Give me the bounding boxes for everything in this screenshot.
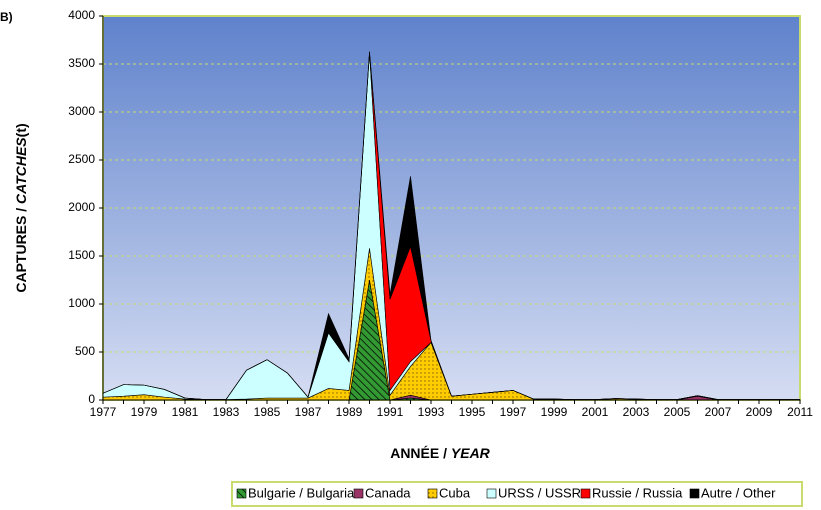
legend — [231, 481, 803, 507]
y-tick-label: 2000 — [68, 200, 95, 214]
y-title-part: CAPTURES / — [13, 204, 29, 293]
y-title-part: CATCHES — [13, 137, 29, 204]
legend-label: Russie / Russia — [592, 485, 683, 500]
x-tick-label: 2005 — [664, 405, 691, 419]
legend-label: Canada — [365, 485, 411, 500]
x-tick-label: 1991 — [377, 405, 404, 419]
y-tick-label: 3500 — [68, 56, 95, 70]
x-tick-label: 2007 — [705, 405, 732, 419]
legend-swatch — [689, 488, 700, 499]
x-axis-title: ANNÉE / YEAR — [390, 445, 490, 461]
x-tick-label: 1979 — [131, 405, 158, 419]
y-axis-title: CAPTURES / CATCHES(t) — [13, 123, 29, 292]
x-tick-label: 1981 — [172, 405, 199, 419]
y-tick-label: 500 — [75, 344, 95, 358]
y-tick-label: 3000 — [68, 104, 95, 118]
legend-label: URSS / USSR — [498, 485, 581, 500]
x-tick-label: 1987 — [295, 405, 322, 419]
legend-label: Cuba — [439, 485, 471, 500]
legend-label: Bulgarie / Bulgaria — [248, 485, 355, 500]
legend-swatch — [427, 488, 438, 499]
legend-swatch — [486, 488, 497, 499]
y-tick-label: 2500 — [68, 152, 95, 166]
x-title-part: YEAR — [451, 445, 491, 461]
y-tick-label: 4000 — [68, 8, 95, 22]
y-tick-label: 0 — [88, 392, 95, 406]
x-tick-label: 2001 — [582, 405, 609, 419]
x-tick-label: 1989 — [336, 405, 363, 419]
x-tick-label: 1983 — [213, 405, 240, 419]
panel-label: B) — [0, 10, 13, 24]
y-title-part: (t) — [13, 123, 29, 137]
area — [102, 51, 800, 400]
y-tick-label: 1500 — [68, 248, 95, 262]
x-tick-label: 1995 — [459, 405, 486, 419]
legend-label: Autre / Other — [701, 485, 776, 500]
x-tick-label: 1999 — [541, 405, 568, 419]
x-tick-label: 2003 — [623, 405, 650, 419]
legend-swatch — [236, 488, 247, 499]
y-tick-label: 1000 — [68, 296, 95, 310]
x-tick-label: 1977 — [90, 405, 117, 419]
x-tick-label: 1993 — [418, 405, 445, 419]
x-tick-label: 1997 — [500, 405, 527, 419]
legend-swatch — [580, 488, 591, 499]
legend-swatch — [353, 488, 364, 499]
x-tick-label: 2011 — [787, 405, 813, 419]
x-title-part: ANNÉE / — [390, 445, 451, 461]
x-tick-label: 2009 — [746, 405, 773, 419]
x-tick-label: 1985 — [254, 405, 281, 419]
